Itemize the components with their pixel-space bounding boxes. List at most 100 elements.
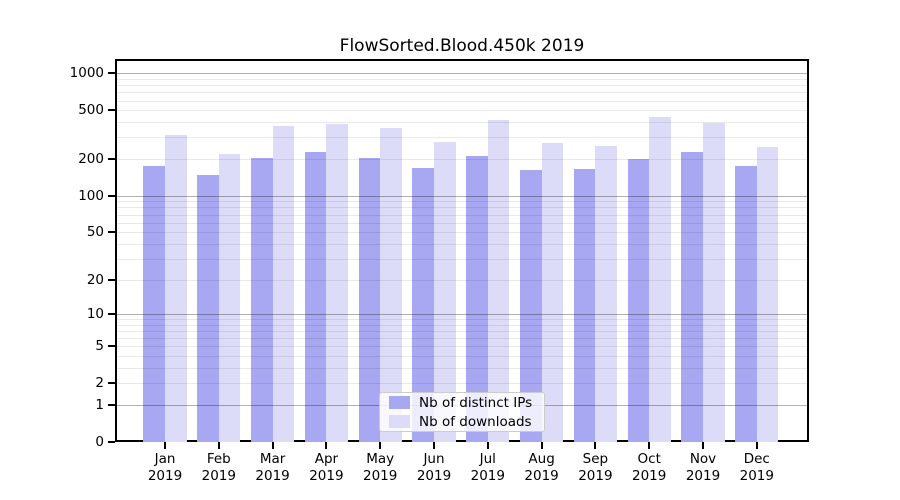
gridline-900 bbox=[115, 78, 809, 80]
legend-item-distinct-ips: Nb of distinct IPs bbox=[389, 395, 535, 411]
gridline-700 bbox=[115, 92, 809, 94]
x-tick-label-jul: Jul 2019 bbox=[470, 451, 505, 484]
x-tick-jun bbox=[433, 442, 435, 449]
y-tick-label-100: 100 bbox=[78, 187, 104, 204]
bar-downloads-jul bbox=[487, 119, 510, 442]
y-tick-label-10: 10 bbox=[86, 306, 104, 322]
x-tick-label-nov: Nov 2019 bbox=[685, 451, 721, 484]
bar-downloads-feb bbox=[218, 153, 241, 442]
y-tick-label-2: 2 bbox=[95, 375, 104, 392]
y-tick-500 bbox=[108, 109, 115, 112]
bar-distinct-ips-dec bbox=[735, 166, 757, 442]
y-tick-5 bbox=[108, 345, 115, 348]
y-tick-20 bbox=[108, 278, 115, 281]
bar-distinct-ips-apr bbox=[304, 151, 327, 442]
x-tick-label-feb: Feb 2019 bbox=[201, 451, 236, 484]
bar-distinct-ips-oct bbox=[627, 158, 650, 442]
x-tick-label-jun: Jun 2019 bbox=[416, 451, 452, 484]
gridline-4 bbox=[115, 356, 809, 358]
y-tick-2 bbox=[108, 382, 115, 385]
bar-downloads-jun bbox=[434, 142, 456, 442]
y-tick-label-1: 1 bbox=[95, 397, 104, 413]
y-tick-1000 bbox=[108, 72, 115, 75]
x-tick-sep bbox=[594, 442, 597, 449]
gridline-50 bbox=[115, 232, 809, 234]
gridline-600 bbox=[115, 100, 809, 102]
x-tick-label-may: May 2019 bbox=[363, 451, 398, 484]
gridline-200 bbox=[115, 158, 809, 160]
bar-downloads-nov bbox=[703, 122, 725, 442]
x-tick-label-apr: Apr 2019 bbox=[309, 451, 344, 484]
legend-label-downloads: Nb of downloads bbox=[419, 413, 532, 430]
bar-distinct-ips-may bbox=[358, 157, 381, 442]
gridline-70 bbox=[115, 214, 809, 216]
gridline-300 bbox=[115, 137, 809, 139]
x-tick-mar bbox=[271, 442, 274, 449]
bar-distinct-ips-jun bbox=[412, 168, 434, 442]
bar-downloads-dec bbox=[756, 147, 779, 442]
bar-distinct-ips-nov bbox=[681, 151, 703, 442]
bar-downloads-sep bbox=[595, 145, 618, 442]
legend-swatch-distinct-ips bbox=[389, 396, 410, 409]
x-tick-aug bbox=[540, 442, 543, 449]
plot-area bbox=[115, 59, 809, 442]
bar-distinct-ips-aug bbox=[519, 170, 542, 442]
bar-distinct-ips-jan bbox=[143, 166, 165, 442]
x-tick-feb bbox=[217, 442, 220, 449]
gridline-500 bbox=[115, 110, 809, 112]
y-tick-200 bbox=[108, 157, 115, 160]
gridline-800 bbox=[115, 85, 809, 87]
bar-downloads-aug bbox=[541, 143, 564, 442]
gridline-10 bbox=[115, 314, 809, 315]
gridline-20 bbox=[115, 279, 809, 281]
y-tick-label-500: 500 bbox=[78, 102, 104, 119]
gridline-90 bbox=[115, 201, 809, 203]
y-tick-label-5: 5 bbox=[95, 338, 104, 355]
gridline-8 bbox=[115, 324, 809, 326]
x-tick-nov bbox=[702, 442, 704, 449]
x-tick-label-mar: Mar 2019 bbox=[255, 451, 290, 484]
gridline-1000 bbox=[115, 73, 809, 75]
x-tick-label-jan: Jan 2019 bbox=[147, 451, 183, 484]
x-tick-may bbox=[379, 442, 382, 449]
gridline-60 bbox=[115, 222, 809, 224]
gridline-100 bbox=[115, 195, 809, 197]
x-tick-label-oct: Oct 2019 bbox=[632, 451, 667, 484]
bar-distinct-ips-mar bbox=[250, 157, 273, 442]
x-tick-oct bbox=[648, 442, 651, 449]
x-tick-label-dec: Dec 2019 bbox=[739, 451, 774, 484]
gridline-9 bbox=[115, 319, 809, 321]
y-tick-label-0: 0 bbox=[95, 434, 104, 450]
bar-distinct-ips-sep bbox=[573, 169, 596, 442]
x-tick-dec bbox=[755, 442, 758, 449]
bar-downloads-mar bbox=[272, 125, 295, 442]
gridline-5 bbox=[115, 346, 809, 348]
x-tick-label-sep: Sep 2019 bbox=[578, 451, 613, 484]
bar-distinct-ips-jul bbox=[466, 155, 488, 442]
gridline-2 bbox=[115, 383, 809, 385]
x-tick-label-aug: Aug 2019 bbox=[524, 451, 559, 484]
bar-downloads-oct bbox=[649, 117, 671, 442]
gridline-3 bbox=[115, 368, 809, 369]
y-tick-100 bbox=[108, 194, 115, 197]
y-tick-label-1000: 1000 bbox=[69, 65, 104, 82]
bar-downloads-may bbox=[380, 127, 402, 442]
y-tick-0 bbox=[108, 441, 115, 443]
bar-distinct-ips-feb bbox=[197, 174, 219, 442]
y-tick-50 bbox=[108, 231, 115, 234]
legend-swatch-downloads bbox=[389, 415, 410, 428]
legend-item-downloads: Nb of downloads bbox=[389, 414, 535, 430]
bar-downloads-jan bbox=[165, 134, 187, 442]
gridline-30 bbox=[115, 258, 809, 260]
legend-label-distinct-ips: Nb of distinct IPs bbox=[419, 394, 533, 411]
y-tick-10 bbox=[108, 313, 115, 315]
chart-title: FlowSorted.Blood.450k 2019 bbox=[339, 36, 585, 56]
gridline-400 bbox=[115, 122, 809, 124]
y-tick-label-200: 200 bbox=[78, 150, 104, 167]
y-tick-label-50: 50 bbox=[86, 224, 104, 241]
gridline-6 bbox=[115, 338, 809, 340]
x-tick-jul bbox=[486, 442, 489, 449]
x-tick-apr bbox=[325, 442, 328, 449]
bar-downloads-apr bbox=[326, 124, 349, 442]
